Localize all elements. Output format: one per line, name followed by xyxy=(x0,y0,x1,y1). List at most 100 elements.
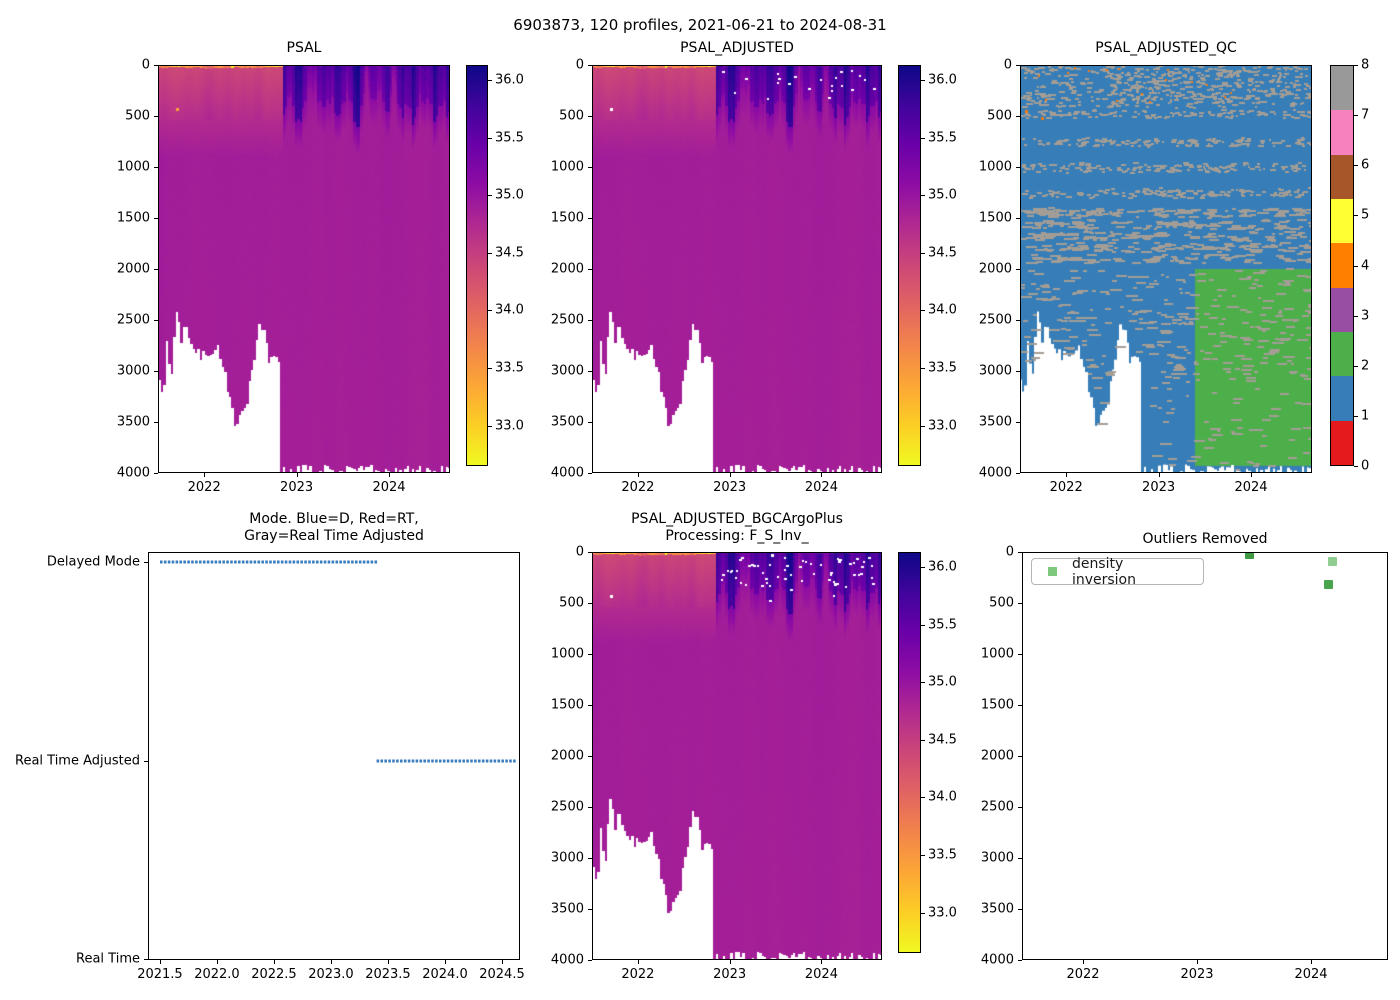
colorbar-tick-label: 1 xyxy=(1361,408,1370,424)
out-y-tick-label: 2500 xyxy=(980,799,1014,815)
colorbar-tick-label: 4 xyxy=(1361,258,1370,273)
colorbar-tick-label: 34.5 xyxy=(928,732,957,748)
psal-adjusted-heatmap-canvas xyxy=(592,65,882,473)
psal-adjusted-qc-heatmap-canvas xyxy=(1020,65,1312,473)
psal-adjusted-colorbar xyxy=(898,65,921,466)
mode-x-tick-label: 2023.0 xyxy=(308,967,354,982)
colorbar-tick-mark xyxy=(921,797,925,799)
colorbar-tick-label: 35.5 xyxy=(928,617,957,633)
out-y-tick-mark xyxy=(1018,654,1022,655)
qc-y-tick-label: 2500 xyxy=(978,312,1012,328)
qc-y-tick-mark xyxy=(1016,167,1020,168)
colorbar-tick-label: 8 xyxy=(1361,57,1370,73)
mode-y-tick-mark xyxy=(144,959,148,960)
bgc-y-tick-mark xyxy=(588,960,592,961)
colorbar-tick-label: 33.5 xyxy=(928,847,957,863)
adj-y-tick-label: 2000 xyxy=(550,261,584,277)
colorbar-tick-mark xyxy=(921,425,925,427)
psal-y-tick-mark xyxy=(154,65,158,66)
colorbar-tick-mark xyxy=(921,912,925,914)
adj-y-tick-mark xyxy=(588,422,592,423)
colorbar-tick-label: 34.0 xyxy=(928,302,957,318)
colorbar-tick-label: 6 xyxy=(1361,157,1370,173)
colorbar-tick-label: 2 xyxy=(1361,358,1370,374)
colorbar-tick-label: 34.0 xyxy=(928,789,957,805)
out-y-tick-label: 4000 xyxy=(980,952,1014,968)
psal-x-tick-label: 2022 xyxy=(187,480,221,495)
colorbar-tick-label: 0 xyxy=(1361,458,1370,474)
outliers-marker-layer xyxy=(1023,553,1387,959)
adj-x-tick-label: 2024 xyxy=(804,480,838,495)
psal-y-tick-mark xyxy=(154,116,158,117)
colorbar-tick-mark xyxy=(921,310,925,312)
colorbar-tick-mark xyxy=(921,855,925,857)
adj-y-tick-mark xyxy=(588,116,592,117)
out-x-tick-label: 2024 xyxy=(1294,967,1328,982)
psal-x-tick-mark xyxy=(204,473,206,477)
out-y-tick-mark xyxy=(1018,552,1022,553)
colorbar-tick-mark xyxy=(921,368,925,370)
colorbar-tick-mark xyxy=(1354,65,1358,66)
qc-y-tick-mark xyxy=(1016,473,1020,474)
psal-y-tick-mark xyxy=(154,422,158,423)
bgc-y-tick-mark xyxy=(588,858,592,859)
panel-bgc-title: PSAL_ADJUSTED_BGCArgoPlus Processing: F_… xyxy=(631,511,843,544)
adj-y-tick-mark xyxy=(588,218,592,219)
colorbar-tick-mark xyxy=(488,310,492,312)
out-y-tick-label: 0 xyxy=(1005,544,1014,560)
bgc-y-tick-label: 3000 xyxy=(550,850,584,866)
colorbar-tick-label: 5 xyxy=(1361,207,1370,223)
mode-x-tick-mark xyxy=(330,960,332,964)
out-y-tick-label: 500 xyxy=(989,595,1014,611)
psal-y-tick-mark xyxy=(154,320,158,321)
colorbar-tick-label: 36.0 xyxy=(928,72,957,88)
mode-y-tick-label: Real Time Adjusted xyxy=(15,753,140,769)
colorbar-tick-label: 35.0 xyxy=(495,187,524,203)
bgc-y-tick-label: 1500 xyxy=(550,697,584,713)
bgc-y-tick-mark xyxy=(588,603,592,604)
psal-y-tick-mark xyxy=(154,167,158,168)
bgc-y-tick-label: 2500 xyxy=(550,799,584,815)
colorbar-tick-label: 35.0 xyxy=(928,674,957,690)
qc-y-tick-label: 0 xyxy=(1003,57,1012,73)
mode-x-tick-label: 2023.5 xyxy=(365,967,411,982)
adj-y-tick-label: 3500 xyxy=(550,414,584,430)
adj-y-tick-mark xyxy=(588,473,592,474)
out-x-tick-label: 2022 xyxy=(1066,967,1100,982)
mode-x-tick-label: 2022.0 xyxy=(194,967,240,982)
psal-y-tick-label: 500 xyxy=(125,108,150,124)
out-y-tick-label: 1500 xyxy=(980,697,1014,713)
out-y-tick-mark xyxy=(1018,960,1022,961)
psal-x-tick-mark xyxy=(296,473,298,477)
colorbar-tick-label: 7 xyxy=(1361,107,1370,123)
out-x-tick-label: 2023 xyxy=(1180,967,1214,982)
qc-flag-colorbar xyxy=(1330,65,1354,466)
psal-x-tick-label: 2024 xyxy=(372,480,406,495)
colorbar-tick-mark xyxy=(921,566,925,568)
colorbar-tick-label: 33.0 xyxy=(928,905,957,921)
outlier-point xyxy=(1244,553,1254,560)
bgc-colorbar xyxy=(898,552,921,953)
mode-y-tick-label: Delayed Mode xyxy=(46,554,140,570)
colorbar-tick-mark xyxy=(488,252,492,254)
qc-y-tick-mark xyxy=(1016,422,1020,423)
adj-y-tick-mark xyxy=(588,269,592,270)
qc-colorbar-segment xyxy=(1331,110,1353,155)
panel-mode-title: Mode. Blue=D, Red=RT, Gray=Real Time Adj… xyxy=(244,511,424,544)
density-inversion-legend-marker xyxy=(1048,567,1057,576)
bgc-y-tick-label: 1000 xyxy=(550,646,584,662)
colorbar-tick-mark xyxy=(1354,466,1358,467)
psal-y-tick-label: 2000 xyxy=(116,261,150,277)
colorbar-tick-label: 36.0 xyxy=(495,72,524,88)
out-y-tick-label: 2000 xyxy=(980,748,1014,764)
out-x-tick-mark xyxy=(1197,960,1199,964)
mode-x-tick-mark xyxy=(216,960,218,964)
qc-colorbar-segment xyxy=(1331,66,1353,111)
colorbar-tick-mark xyxy=(1354,415,1358,417)
out-x-tick-mark xyxy=(1311,960,1313,964)
mode-x-tick-mark xyxy=(387,960,389,964)
psal-x-tick-mark xyxy=(389,473,390,477)
mode-x-tick-label: 2022.5 xyxy=(251,967,297,982)
psal-y-tick-label: 0 xyxy=(141,57,150,73)
qc-colorbar-segment xyxy=(1331,331,1353,377)
